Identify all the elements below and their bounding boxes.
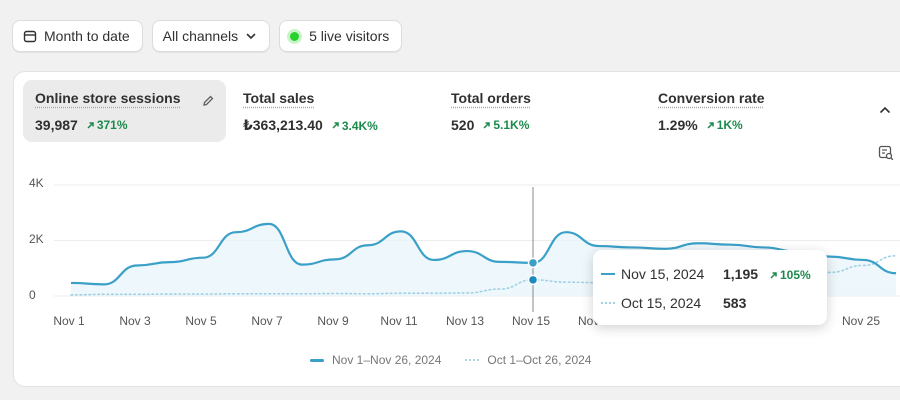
chevron-up-icon[interactable] xyxy=(878,103,892,117)
x-tick-label: Nov 3 xyxy=(119,314,151,328)
filter-bar: Month to date All channels 5 live visito… xyxy=(12,20,403,52)
chart-tooltip: Nov 15, 2024 1,195 105% Oct 15, 2024 583 xyxy=(593,250,827,325)
metric-change: 3.4K% xyxy=(331,119,378,133)
chevron-down-icon xyxy=(246,33,256,40)
arrow-up-right-icon xyxy=(87,121,94,129)
arrow-up-right-icon xyxy=(707,121,714,129)
legend-swatch-current xyxy=(601,273,615,275)
legend-item-current[interactable]: Nov 1–Nov 26, 2024 xyxy=(310,353,441,367)
arrow-up-right-icon xyxy=(332,122,339,129)
x-tick-label: Nov 25 xyxy=(841,314,881,328)
x-tick-label: Nov 9 xyxy=(317,314,349,328)
legend-label: Oct 1–Oct 26, 2024 xyxy=(487,353,592,367)
live-visitors-label: 5 live visitors xyxy=(309,28,390,44)
tooltip-row-current: Nov 15, 2024 xyxy=(601,266,721,282)
x-tick-label: Nov 15 xyxy=(511,314,551,328)
series-current-line xyxy=(70,222,897,286)
edit-pencil-icon[interactable] xyxy=(201,94,215,108)
sessions-card: Online store sessions 39,987 371% Total … xyxy=(13,71,900,387)
legend-label: Nov 1–Nov 26, 2024 xyxy=(332,353,442,367)
date-range-label: Month to date xyxy=(44,28,130,44)
x-tick-label: Nov 1 xyxy=(53,314,85,328)
metric-label: Total orders xyxy=(451,90,531,106)
tooltip-date: Nov 15, 2024 xyxy=(621,266,705,282)
hover-point-current xyxy=(527,257,539,269)
y-tick-label: 4K xyxy=(29,176,44,190)
x-tick-label: Nov 7 xyxy=(251,314,283,328)
legend-item-previous[interactable]: Oct 1–Oct 26, 2024 xyxy=(465,353,591,367)
x-tick-label: Nov 11 xyxy=(380,314,418,328)
arrow-up-right-icon xyxy=(770,271,777,279)
metric-label: Total sales xyxy=(243,90,315,106)
legend-swatch-previous xyxy=(601,302,615,304)
hover-point-previous xyxy=(527,274,539,286)
tooltip-date: Oct 15, 2024 xyxy=(621,295,702,311)
date-range-button[interactable]: Month to date xyxy=(12,20,143,52)
chart-legend: Nov 1–Nov 26, 2024 Oct 1–Oct 26, 2024 xyxy=(310,353,591,367)
live-visitors-button[interactable]: 5 live visitors xyxy=(279,20,403,52)
metric-value: 520 xyxy=(451,117,475,133)
tooltip-row-previous: Oct 15, 2024 xyxy=(601,295,721,311)
metric-value: ₺363,213.40 xyxy=(243,117,323,133)
channels-label: All channels xyxy=(162,28,239,44)
tooltip-change: 105% xyxy=(769,268,811,282)
metric-total-sales[interactable]: Total sales ₺363,213.40 3.4K% xyxy=(231,80,421,142)
legend-swatch-current xyxy=(310,358,324,362)
legend-swatch-previous xyxy=(465,359,480,361)
metric-total-orders[interactable]: Total orders 520 5.1K% xyxy=(439,80,629,142)
x-tick-label: Nov 5 xyxy=(185,314,217,328)
x-tick-label: Nov 13 xyxy=(445,314,485,328)
tooltip-value: 1,195 xyxy=(723,266,759,282)
y-tick-label: 0 xyxy=(29,288,36,302)
arrow-up-right-icon xyxy=(483,121,491,129)
y-tick-label: 2K xyxy=(29,232,44,246)
metric-change: 1K% xyxy=(706,118,743,132)
tooltip-value: 583 xyxy=(723,295,747,311)
channels-dropdown[interactable]: All channels xyxy=(151,20,271,52)
sessions-line-chart[interactable] xyxy=(14,72,900,388)
metric-label: Online store sessions xyxy=(35,90,181,106)
metric-change: 371% xyxy=(86,118,128,132)
metric-online-store-sessions[interactable]: Online store sessions 39,987 371% xyxy=(23,80,226,142)
metric-change: 5.1K% xyxy=(482,118,529,132)
metric-value: 39,987 xyxy=(35,117,78,133)
analyze-chart-icon[interactable] xyxy=(878,145,894,161)
metric-label: Conversion rate xyxy=(658,90,765,106)
metric-value: 1.29% xyxy=(658,117,698,133)
calendar-icon xyxy=(23,30,37,43)
live-status-dot xyxy=(290,31,300,41)
metric-conversion-rate[interactable]: Conversion rate 1.29% 1K% xyxy=(646,80,846,142)
